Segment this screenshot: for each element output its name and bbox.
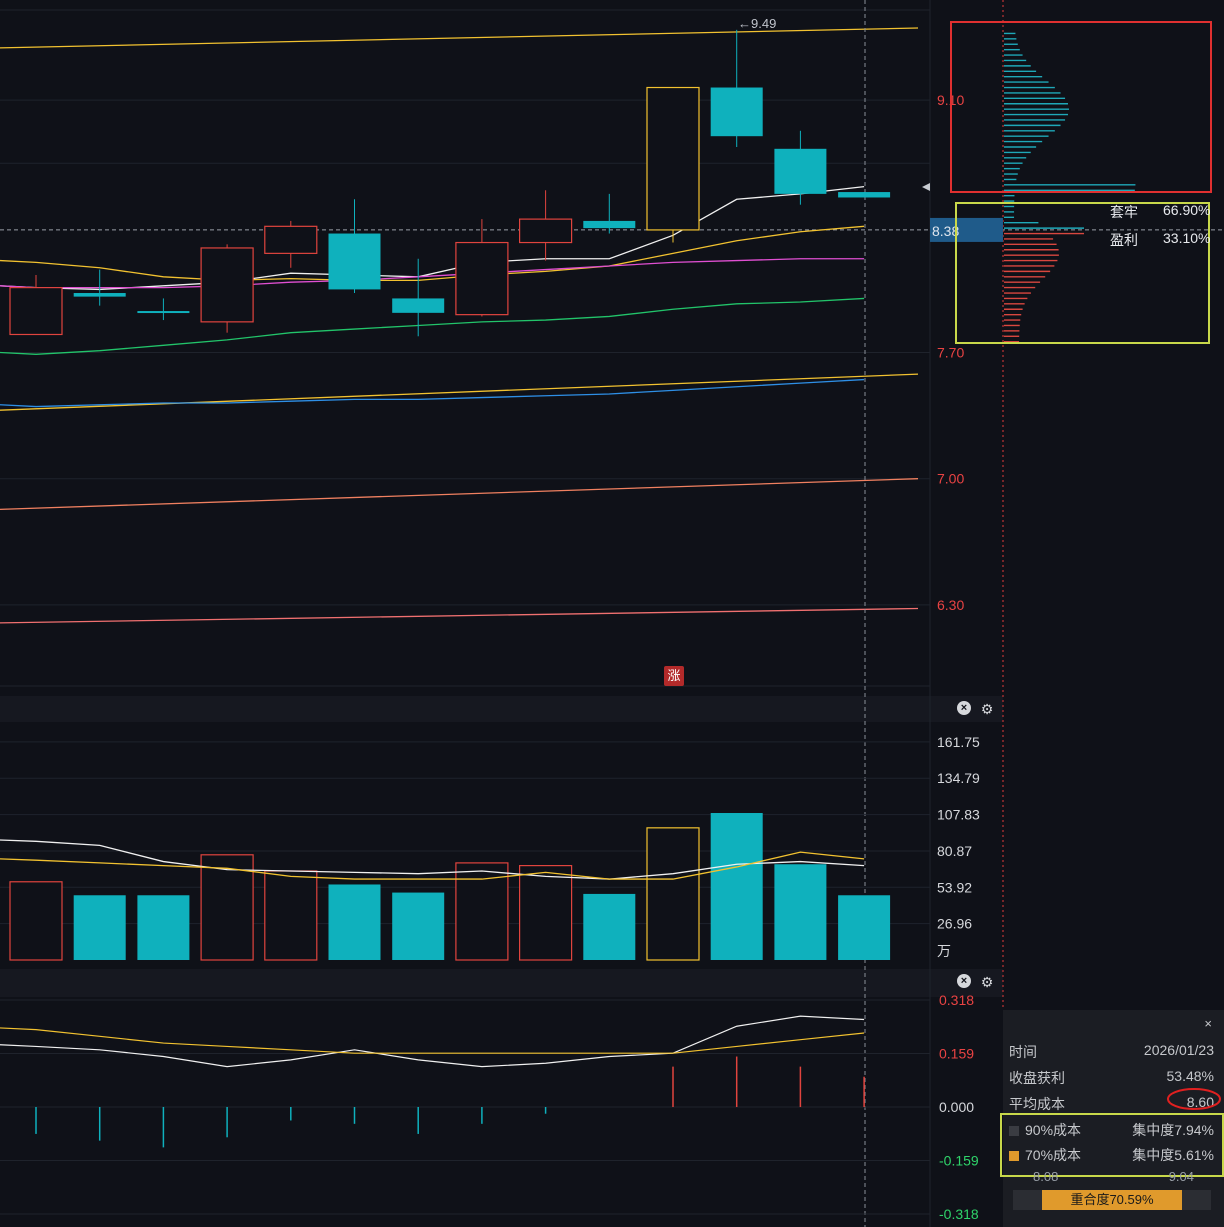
volume-ma-line [0, 851, 865, 880]
panel-header [0, 969, 1003, 997]
volume-tick-label: 26.96 [937, 916, 972, 932]
candle-body [455, 241, 509, 316]
candle-body [9, 287, 63, 336]
moving-average-line [0, 186, 865, 291]
macd-line [0, 1015, 865, 1068]
volume-ma-line [0, 839, 865, 880]
volume-bar [200, 854, 254, 961]
volume-bar [710, 813, 763, 960]
candle-body [137, 311, 190, 314]
limit-up-badge: 涨 [664, 666, 684, 686]
candle-body [710, 87, 763, 137]
candle-body [392, 298, 445, 313]
gear-icon[interactable]: ⚙ [980, 701, 994, 717]
cost90-swatch [1009, 1126, 1019, 1137]
cost70-row: 70%成本 集中度5.61% [1009, 1145, 1214, 1165]
channel-line [0, 607, 919, 624]
profit-region-box [955, 202, 1210, 344]
channel-line [0, 478, 919, 510]
volume-bar [328, 884, 381, 960]
candle-body [200, 247, 254, 323]
profit-pct: 33.10% [1163, 230, 1211, 246]
current-price-label: 8.38 [932, 223, 959, 239]
channel-line [0, 27, 919, 49]
candle-body [518, 218, 573, 244]
volume-bar [392, 892, 445, 960]
volume-bar [73, 895, 126, 960]
candle-body [838, 192, 891, 198]
info-row-time: 时间 2026/01/23 [1009, 1042, 1214, 1060]
macd-tick-label: -0.318 [939, 1206, 979, 1222]
volume-bar [518, 864, 573, 961]
price-tick-label: 6.30 [937, 597, 964, 613]
panel-header [0, 696, 1003, 722]
cost-highlight-box [1000, 1113, 1224, 1177]
info-row-avg-cost: 平均成本 8.60 [1009, 1094, 1214, 1112]
volume-panel-controls: × ⚙ [957, 701, 995, 717]
macd-tick-label: 0.159 [939, 1046, 974, 1062]
close-icon[interactable]: × [957, 701, 971, 715]
trapped-label: 套牢 [1110, 204, 1138, 220]
moving-average-line [0, 225, 865, 282]
overlap-bar: 重合度70.59% [1013, 1190, 1211, 1210]
close-icon[interactable]: × [957, 974, 971, 988]
trapped-region-box [950, 21, 1212, 193]
volume-bar [646, 827, 700, 961]
macd-tick-label: 0.000 [939, 1099, 974, 1115]
price-tick-label: 7.70 [937, 345, 964, 361]
macd-tick-label: -0.159 [939, 1153, 979, 1169]
volume-tick-label: 80.87 [937, 843, 972, 859]
annotation-circle [1167, 1088, 1221, 1110]
macd-tick-label: 0.318 [939, 992, 974, 1008]
close-icon[interactable]: × [1204, 1016, 1212, 1031]
volume-bar [264, 870, 318, 961]
macd-panel-controls: × ⚙ [957, 974, 995, 990]
high-marker: ←9.49 [738, 16, 776, 31]
candle-body [646, 86, 700, 231]
volume-bar [9, 881, 63, 961]
candle-body [583, 220, 636, 229]
gear-icon[interactable]: ⚙ [980, 974, 994, 990]
trapped-pct: 66.90% [1163, 202, 1211, 218]
overlap-label: 重合度70.59% [1070, 1192, 1154, 1207]
cost90-row: 90%成本 集中度7.94% [1009, 1120, 1214, 1140]
candle-body [328, 233, 381, 290]
current-price-tag [930, 217, 1003, 242]
volume-tick-label: 161.75 [937, 734, 980, 750]
candle-body [774, 148, 827, 194]
volume-tick-label: 53.92 [937, 879, 972, 895]
volume-bar [583, 893, 636, 960]
volume-unit: 万 [937, 943, 951, 959]
candle-body [73, 293, 126, 297]
volume-tick-label: 107.83 [937, 807, 980, 823]
info-row-profit: 收盘获利 53.48% [1009, 1068, 1214, 1086]
volume-bar [774, 864, 827, 960]
profit-label: 盈利 [1110, 232, 1138, 248]
price-tick-label: 7.00 [937, 471, 964, 487]
macd-line [0, 1027, 865, 1054]
cost70-range: 8.08 9.04 [1033, 1169, 1194, 1184]
moving-average-line [0, 378, 865, 408]
overlap-fill [1042, 1190, 1182, 1210]
candle-body [264, 225, 318, 254]
volume-bar [838, 895, 891, 960]
channel-line [0, 373, 919, 411]
volume-bar [137, 895, 190, 960]
cost70-swatch [1009, 1151, 1019, 1162]
chip-pointer [922, 183, 930, 191]
volume-tick-label: 134.79 [937, 770, 980, 786]
